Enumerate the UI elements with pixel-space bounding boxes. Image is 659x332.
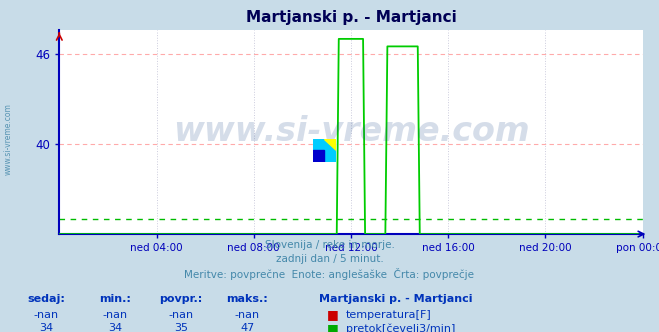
Polygon shape	[312, 150, 324, 162]
Title: Martjanski p. - Martjanci: Martjanski p. - Martjanci	[246, 10, 456, 25]
Text: 47: 47	[240, 323, 254, 332]
Text: 34: 34	[108, 323, 123, 332]
Text: -nan: -nan	[169, 310, 194, 320]
Text: 35: 35	[174, 323, 188, 332]
Text: -nan: -nan	[34, 310, 59, 320]
Text: maks.:: maks.:	[226, 294, 268, 304]
Bar	[312, 150, 324, 162]
Text: 34: 34	[39, 323, 53, 332]
Text: min.:: min.:	[100, 294, 131, 304]
Text: sedaj:: sedaj:	[27, 294, 65, 304]
Polygon shape	[324, 139, 335, 150]
Text: www.si-vreme.com: www.si-vreme.com	[173, 116, 529, 148]
Text: www.si-vreme.com: www.si-vreme.com	[4, 104, 13, 175]
Text: zadnji dan / 5 minut.: zadnji dan / 5 minut.	[275, 254, 384, 264]
Text: temperatura[F]: temperatura[F]	[346, 310, 432, 320]
Text: povpr.:: povpr.:	[159, 294, 203, 304]
Text: ■: ■	[327, 322, 339, 332]
Text: Martjanski p. - Martjanci: Martjanski p. - Martjanci	[319, 294, 472, 304]
Text: -nan: -nan	[235, 310, 260, 320]
Text: ■: ■	[327, 308, 339, 321]
Text: Meritve: povprečne  Enote: anglešaške  Črta: povprečje: Meritve: povprečne Enote: anglešaške Črt…	[185, 268, 474, 280]
Text: -nan: -nan	[103, 310, 128, 320]
Text: pretok[čevelj3/min]: pretok[čevelj3/min]	[346, 323, 455, 332]
Text: Slovenija / reke in morje.: Slovenija / reke in morje.	[264, 240, 395, 250]
